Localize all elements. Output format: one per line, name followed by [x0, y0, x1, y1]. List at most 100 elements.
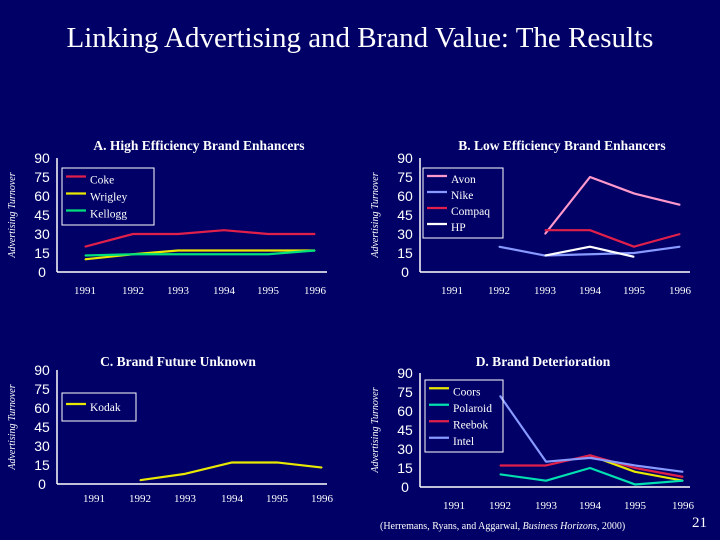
chart-a-ytick-label: 60 — [34, 188, 50, 204]
chart-c-series-kodak-point — [139, 479, 141, 481]
chart-a-series-kellogg-point — [132, 253, 134, 255]
chart-d-series-intel-point — [634, 464, 636, 467]
chart-d-series-polaroid-point — [545, 480, 547, 482]
chart-a-legend-box — [61, 167, 155, 226]
chart-b-legend-label-nike: Nike — [451, 190, 473, 202]
chart-d-series-reebok-point — [634, 467, 636, 469]
chart-d-series-polaroid-point — [682, 480, 684, 482]
chart-d-series-reebok-point — [545, 464, 547, 467]
chart-a-series-wrigley-point — [177, 249, 179, 252]
chart-a-series-coke-line — [84, 229, 315, 248]
chart-b-series-compaq-point — [633, 246, 635, 248]
chart-c-xtick-label: 1995 — [266, 493, 289, 505]
chart-b-legend-label-compaq: Compaq — [451, 206, 490, 218]
chart-b-series-nike-point — [679, 246, 681, 248]
chart-a-xtick-label: 1994 — [213, 285, 236, 297]
citation-suffix: , 2000) — [596, 521, 626, 532]
chart-d-ytick-label: 60 — [397, 403, 413, 419]
chart-b-series-avon-point — [633, 192, 635, 195]
chart-b-series-avon-line — [544, 175, 681, 235]
chart-b-ytick-label: 90 — [397, 150, 413, 166]
chart-b-series-avon-point — [544, 233, 546, 235]
chart-d-series-polaroid-point — [499, 473, 501, 475]
chart-a-series-coke-point — [267, 233, 269, 235]
chart-a-ytick-label: 75 — [34, 169, 50, 185]
chart-a-series-coke-point — [177, 233, 179, 235]
chart-d-ytick-label: 75 — [397, 384, 413, 400]
chart-b-xtick-label: 1996 — [669, 285, 692, 297]
chart-b-series-hp-point — [633, 256, 635, 258]
chart-c-ylabel: Advertising Turnover — [7, 384, 18, 470]
chart-d-series-intel-point — [589, 457, 591, 459]
chart-c-xtick-label: 1993 — [174, 493, 197, 505]
chart-b-ytick-label: 45 — [397, 207, 413, 223]
chart-a-xtick-label: 1992 — [122, 285, 144, 297]
chart-d-xtick-label: 1994 — [579, 500, 602, 512]
chart-b-series-compaq-point — [679, 233, 681, 235]
citation-prefix: (Herremans, Ryans, and Aggarwal, — [380, 521, 523, 532]
chart-b-series-hp-point — [589, 246, 591, 248]
chart-d-title: D. Brand Deterioration — [476, 354, 611, 369]
chart-c-series-kodak-point — [276, 461, 278, 464]
chart-c-xtick-label: 1994 — [221, 493, 244, 505]
chart-d-series-coors-point — [634, 471, 636, 473]
chart-d-series-reebok-point — [589, 454, 591, 456]
chart-d-ylabel: Advertising Turnover — [370, 387, 381, 473]
chart-c-ytick-label: 90 — [34, 362, 50, 378]
chart-c-series-kodak-point — [231, 461, 233, 464]
page-number: 21 — [692, 515, 707, 531]
chart-b-legend-box — [422, 167, 504, 239]
chart-d-legend-label-coors: Coors — [453, 386, 481, 398]
chart-c-legend: Kodak — [61, 392, 137, 422]
chart-a-series-kellogg-point — [84, 254, 86, 257]
chart-a-series-wrigley-point — [84, 258, 86, 260]
chart-a-ylabel: Advertising Turnover — [7, 172, 18, 258]
chart-a-ytick-label: 0 — [38, 264, 46, 280]
chart-b-title: B. Low Efficiency Brand Enhancers — [458, 138, 665, 153]
chart-d-series-polaroid-point — [589, 467, 591, 469]
chart-c-series-kodak-point — [184, 473, 186, 475]
chart-b-series-nike-point — [589, 253, 591, 255]
chart-d-series-intel-point — [499, 395, 501, 397]
chart-b-ytick-label: 30 — [397, 226, 413, 242]
chart-a-xtick-label: 1991 — [74, 285, 96, 297]
chart-d-xtick-label: 1992 — [489, 500, 511, 512]
chart-d-legend-label-reebok: Reebok — [453, 419, 488, 431]
chart-a-series-kellogg-line — [84, 249, 316, 257]
chart-c-xtick-label: 1991 — [83, 493, 105, 505]
chart-a-xtick-label: 1995 — [257, 285, 280, 297]
chart-a-series-kellogg-point — [267, 253, 269, 255]
chart-b-ytick-label: 0 — [401, 264, 409, 280]
chart-d-ytick-label: 30 — [397, 441, 413, 457]
chart-b-legend-label-avon: Avon — [451, 174, 476, 186]
chart-b-series-avon-point — [679, 204, 681, 206]
chart-c-title: C. Brand Future Unknown — [100, 354, 256, 369]
chart-b-legend: Avon Nike Compaq HP — [422, 167, 504, 239]
chart-a-series-kellogg-point — [314, 249, 316, 252]
chart-c-xtick-label: 1992 — [129, 493, 151, 505]
chart-b-ytick-label: 75 — [397, 169, 413, 185]
chart-a-xtick-label: 1996 — [304, 285, 327, 297]
chart-b: B. Low Efficiency Brand Enhancers Adverti… — [370, 138, 692, 297]
chart-b-ytick-label: 60 — [397, 188, 413, 204]
chart-d-legend-label-polaroid: Polaroid — [453, 403, 492, 415]
chart-d-xtick-label: 1995 — [624, 500, 647, 512]
chart-c-ytick-label: 60 — [34, 400, 50, 416]
chart-b-xtick-label: 1992 — [488, 285, 510, 297]
chart-d-ytick-label: 45 — [397, 422, 413, 438]
chart-c-series-kodak-point — [321, 466, 323, 469]
chart-c-series-kodak-line — [139, 461, 323, 482]
chart-a-ytick-label: 90 — [34, 150, 50, 166]
chart-d-series-polaroid-point — [634, 483, 636, 486]
chart-b-ytick-label: 15 — [397, 245, 413, 261]
chart-b-series-nike-point — [498, 246, 500, 248]
chart-d-series-intel-line — [499, 395, 684, 473]
chart-b-xtick-label: 1995 — [623, 285, 646, 297]
chart-a-series-coke-point — [132, 233, 134, 235]
chart-b-series-hp-point — [544, 254, 546, 257]
chart-d-ytick-label: 90 — [397, 365, 413, 381]
chart-a-legend-label-wrigley: Wrigley — [90, 192, 127, 204]
chart-d-xtick-label: 1993 — [535, 500, 558, 512]
chart-a-ytick-label: 30 — [34, 226, 50, 242]
